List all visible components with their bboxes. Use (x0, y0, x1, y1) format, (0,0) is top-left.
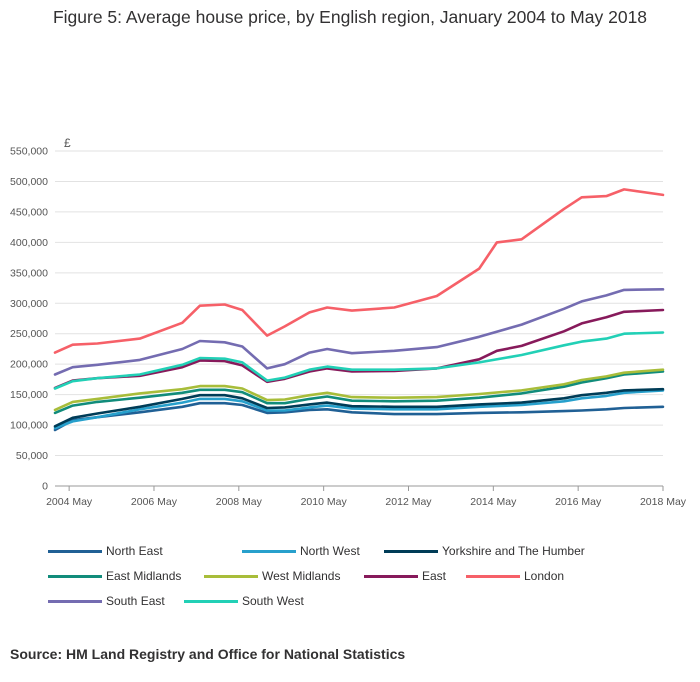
y-tick-label: 0 (42, 481, 48, 493)
y-tick-label: 300,000 (10, 298, 48, 310)
x-tick-label: 2014 May (470, 496, 517, 508)
y-tick-label: 400,000 (10, 237, 48, 249)
legend-swatch (48, 599, 102, 603)
y-axis-unit-label: £ (64, 136, 71, 150)
legend-swatch (364, 574, 418, 578)
x-tick-label: 2010 May (301, 496, 348, 508)
y-tick-label: 500,000 (10, 176, 48, 188)
series-line-east (53, 308, 665, 390)
y-axis: 0 50,000 100,000 150,000 200,000 250,000 300,0… (10, 146, 48, 493)
legend-swatch (48, 574, 102, 578)
series-line-south-west (53, 331, 665, 390)
house-price-line-chart: 0 50,000 100,000 150,000 200,000 250,000 300,0… (10, 136, 687, 508)
series-line-london (53, 188, 665, 354)
legend-swatch (384, 549, 438, 553)
legend-label: London (524, 569, 565, 583)
x-tick-label: 2004 May (46, 496, 93, 508)
x-tick-label: 2012 May (385, 496, 432, 508)
series-lines (53, 188, 665, 432)
legend-item-north-west[interactable]: North West (242, 543, 360, 559)
legend-item-london[interactable]: London (466, 568, 564, 584)
y-tick-label: 450,000 (10, 206, 48, 218)
x-axis: 2004 May 2006 May 2008 May 2010 May 2012 May… (46, 486, 687, 508)
legend-item-east-midlands[interactable]: East Midlands (48, 568, 181, 584)
legend-label: Yorkshire and The Humber (442, 544, 585, 558)
legend-label: South West (242, 594, 304, 608)
series-line-north-west (53, 389, 665, 430)
legend-label: East Midlands (106, 569, 182, 583)
legend-swatch (242, 549, 296, 553)
x-tick-label: 2018 May (640, 496, 687, 508)
y-tick-label: 250,000 (10, 328, 48, 340)
legend-label: West Midlands (262, 569, 341, 583)
series-line-south-east (53, 288, 665, 376)
y-tick-label: 200,000 (10, 359, 48, 371)
legend-label: North East (106, 544, 163, 558)
y-tick-label: 550,000 (10, 146, 48, 158)
legend-item-yorkshire-and-the-humber[interactable]: Yorkshire and The Humber (384, 543, 585, 559)
legend-label: East (422, 569, 447, 583)
series-line-north-east (53, 401, 665, 432)
chart-title: Figure 5: Average house price, by Englis… (52, 7, 648, 27)
y-tick-label: 150,000 (10, 389, 48, 401)
legend-item-south-west[interactable]: South West (184, 593, 304, 609)
series-line-yorkshire-and-the-humber (53, 387, 665, 428)
y-tick-label: 50,000 (16, 450, 48, 462)
gridlines (55, 150, 663, 487)
legend-swatch (204, 574, 258, 578)
legend-label: North West (300, 544, 360, 558)
source-note: Source: HM Land Registry and Office for … (10, 646, 406, 662)
legend-item-south-east[interactable]: South East (48, 593, 165, 609)
legend-item-west-midlands[interactable]: West Midlands (204, 568, 340, 584)
x-tick-label: 2008 May (216, 496, 263, 508)
legend-swatch (48, 549, 102, 553)
legend-swatch (184, 599, 238, 603)
legend-item-north-east[interactable]: North East (48, 543, 163, 559)
y-tick-label: 350,000 (10, 267, 48, 279)
x-tick-label: 2016 May (555, 496, 602, 508)
x-tick-label: 2006 May (131, 496, 178, 508)
legend-item-east[interactable]: East (364, 568, 446, 584)
series-line-west-midlands (53, 368, 665, 412)
y-tick-label: 100,000 (10, 420, 48, 432)
series-line-east-midlands (53, 370, 665, 415)
legend-swatch (466, 574, 520, 578)
legend-label: South East (106, 594, 165, 608)
